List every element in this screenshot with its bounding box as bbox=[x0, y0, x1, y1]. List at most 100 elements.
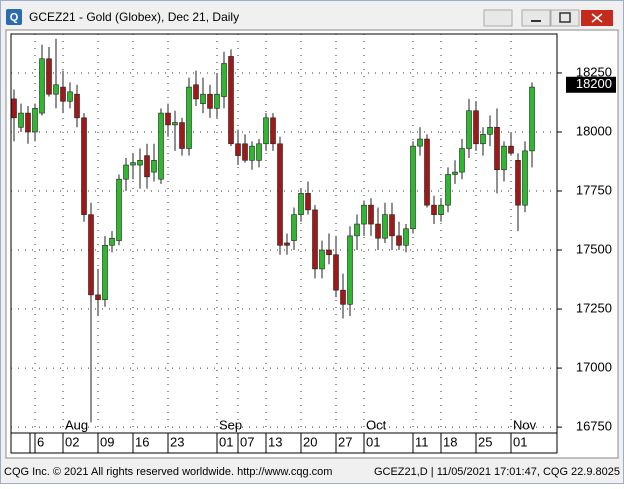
candle-body bbox=[347, 235, 353, 305]
candle-body bbox=[207, 93, 213, 109]
candle-body bbox=[312, 209, 318, 270]
x-tick-label: 07 bbox=[240, 434, 254, 449]
candle-body bbox=[193, 84, 199, 100]
footer-right: GCEZ21,D | 11/05/2021 17:01:47, CQG 22.9… bbox=[374, 466, 620, 478]
candle-body bbox=[340, 289, 346, 305]
plot: 16750 17000 17250 17500 17750 18000 18250 6 02 09… bbox=[11, 34, 616, 453]
candle-body bbox=[263, 117, 269, 145]
x-tick-label: 09 bbox=[100, 434, 114, 449]
maximize-button[interactable] bbox=[550, 9, 580, 27]
candle-body bbox=[137, 160, 143, 166]
candle-body bbox=[11, 98, 17, 119]
candle-body bbox=[508, 145, 514, 154]
candle-body bbox=[256, 143, 262, 161]
candle-body bbox=[431, 204, 437, 215]
candle-body bbox=[305, 193, 311, 211]
candle-body bbox=[249, 145, 255, 161]
candle-body bbox=[382, 214, 388, 239]
candle-body bbox=[235, 143, 241, 156]
candle-body bbox=[473, 110, 479, 145]
minimize-button[interactable] bbox=[521, 9, 551, 27]
x-tick-label: 25 bbox=[478, 434, 492, 449]
candle-body bbox=[144, 155, 150, 178]
y-tick-label: 17750 bbox=[576, 182, 612, 197]
candle-body bbox=[172, 122, 178, 126]
y-tick-label: 18000 bbox=[576, 123, 612, 138]
candle-body bbox=[53, 84, 59, 95]
candle-body bbox=[487, 126, 493, 135]
candle-body bbox=[277, 143, 283, 246]
candle-body bbox=[39, 58, 45, 114]
y-tick-label: 17000 bbox=[576, 360, 612, 375]
candle-body bbox=[151, 160, 157, 173]
x-tick-label: 11 bbox=[415, 434, 429, 449]
candle-body bbox=[438, 204, 444, 215]
candle-body bbox=[501, 145, 507, 171]
candle-body bbox=[291, 214, 297, 241]
plot-area bbox=[10, 33, 558, 434]
x-tick-label: 01 bbox=[219, 434, 233, 449]
x-tick-label: 27 bbox=[338, 434, 352, 449]
x-tick-label: 20 bbox=[303, 434, 317, 449]
candle-body bbox=[529, 86, 535, 152]
candle-body bbox=[95, 294, 101, 300]
candle-body bbox=[515, 160, 521, 206]
candle-body bbox=[375, 223, 381, 239]
candle-body bbox=[354, 223, 360, 237]
candle-body bbox=[410, 145, 416, 230]
candle-body bbox=[403, 228, 409, 246]
x-tick-label: 01 bbox=[513, 434, 527, 449]
maximize-icon bbox=[559, 12, 571, 23]
corner-box bbox=[10, 432, 31, 454]
candle-body bbox=[480, 134, 486, 145]
x-tick-label: 13 bbox=[268, 434, 282, 449]
x-tick-label: 6 bbox=[37, 434, 44, 449]
candle-body bbox=[88, 214, 94, 296]
candle-body bbox=[522, 150, 528, 206]
last-price-box bbox=[566, 76, 616, 93]
candle-body bbox=[494, 126, 500, 171]
link-button[interactable] bbox=[483, 9, 513, 27]
candle-body bbox=[116, 178, 122, 241]
candle-body bbox=[67, 91, 73, 102]
footer-left: CQG Inc. © 2021 All rights reserved worl… bbox=[4, 466, 332, 478]
candle-body bbox=[389, 214, 395, 237]
candle-body bbox=[109, 237, 115, 246]
candle-body bbox=[102, 245, 108, 300]
candle-body bbox=[270, 117, 276, 145]
candle-body bbox=[242, 143, 248, 161]
candle-body bbox=[417, 138, 423, 147]
y-tick-label: 18250 bbox=[576, 64, 612, 79]
candle-body bbox=[25, 112, 31, 133]
candle-body bbox=[361, 204, 367, 225]
candle-body bbox=[60, 86, 66, 102]
candle-body bbox=[228, 56, 234, 145]
month-label: Nov bbox=[513, 417, 537, 432]
candle-body bbox=[445, 174, 451, 206]
candle-body bbox=[333, 254, 339, 291]
x-tick-label: 01 bbox=[366, 434, 380, 449]
candle-body bbox=[46, 58, 52, 95]
candle-body bbox=[424, 138, 430, 206]
y-tick-label: 17250 bbox=[576, 300, 612, 315]
date-strip bbox=[10, 432, 558, 454]
window-title: GCEZ21 - Gold (Globex), Dec 21, Daily bbox=[29, 10, 239, 24]
candle-body bbox=[396, 235, 402, 246]
candle-body bbox=[298, 193, 304, 215]
app-icon bbox=[6, 9, 22, 25]
x-tick-label: 23 bbox=[170, 434, 184, 449]
candle-body bbox=[319, 249, 325, 270]
month-label: Aug bbox=[65, 417, 88, 432]
candle-body bbox=[158, 112, 164, 180]
month-label: Oct bbox=[366, 417, 387, 432]
candle-body bbox=[200, 93, 206, 104]
candle-body bbox=[18, 112, 24, 128]
candle-body bbox=[130, 162, 136, 166]
x-tick-label: 18 bbox=[443, 434, 457, 449]
candle-body bbox=[165, 112, 171, 126]
candle-body bbox=[452, 171, 458, 175]
candle-body bbox=[466, 110, 472, 149]
candle-body bbox=[221, 63, 227, 97]
candle-body bbox=[186, 86, 192, 149]
candle-body bbox=[326, 249, 332, 256]
